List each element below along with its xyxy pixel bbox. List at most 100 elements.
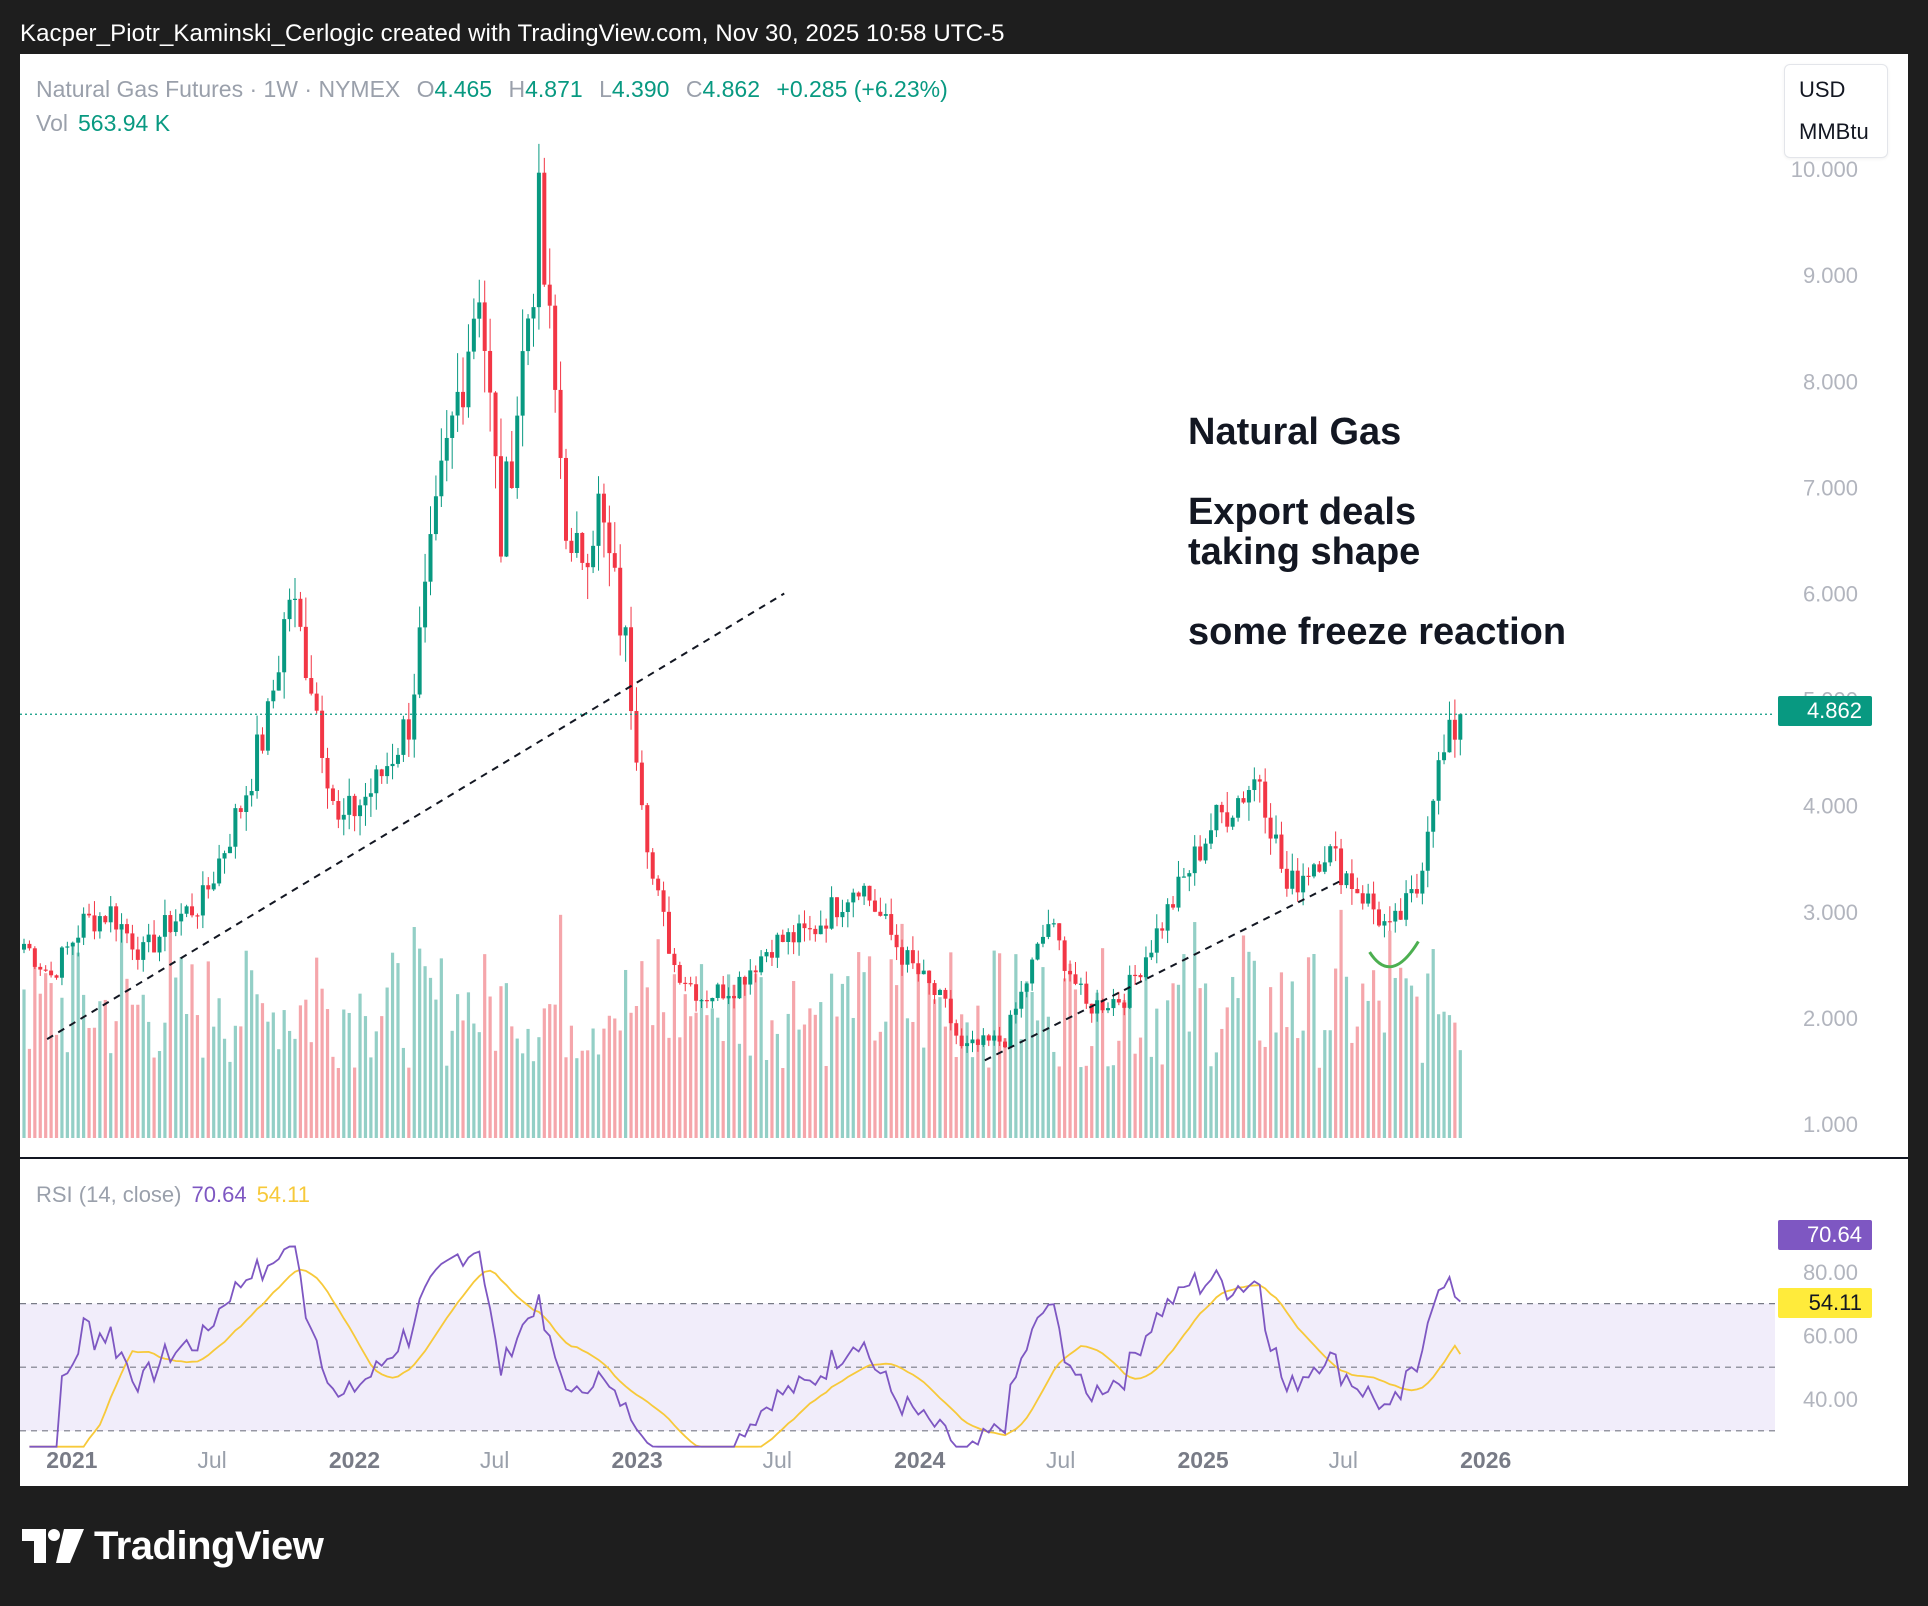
candle-body [211, 883, 216, 890]
candle-body [975, 1039, 980, 1045]
candle-body [124, 924, 129, 934]
candle-body [265, 701, 270, 751]
open-label: O [416, 76, 435, 102]
volume-label[interactable]: Vol [36, 110, 68, 136]
volume-bar [461, 1020, 465, 1138]
volume-bar [141, 994, 145, 1138]
candle-body [1008, 1014, 1013, 1048]
volume-bar [629, 1012, 633, 1138]
candle-body [824, 925, 829, 929]
volume-bar [342, 1009, 346, 1138]
currency-unit-selector[interactable]: USD MMBtu [1784, 64, 1888, 158]
candle-body [1366, 893, 1371, 904]
volume-bar [515, 1038, 519, 1138]
candle-body [564, 457, 568, 541]
volume-bar [1122, 1000, 1126, 1138]
volume-bar [1355, 1026, 1359, 1138]
candle-body [1387, 921, 1392, 923]
volume-bar [1236, 998, 1240, 1138]
candle-body [645, 805, 650, 853]
candle-body [634, 711, 639, 763]
volume-bar [1166, 1000, 1170, 1138]
volume-bar [109, 1053, 113, 1138]
volume-bar [537, 1037, 541, 1138]
candle-body [1290, 870, 1295, 889]
candle-body [504, 461, 509, 557]
symbol-title[interactable]: Natural Gas Futures · 1W · NYMEX [36, 76, 401, 102]
price-axis-tick: 1.000 [1803, 1112, 1858, 1137]
candle-body [97, 916, 102, 932]
close-value: 4.862 [702, 76, 760, 102]
candle-body [737, 976, 742, 999]
candle-body [227, 846, 232, 854]
candle-body [992, 1035, 997, 1041]
volume-bar [586, 1050, 590, 1138]
candle-body [309, 678, 314, 694]
candle-body [395, 754, 400, 764]
volume-bar [445, 1065, 449, 1138]
candle-body [639, 762, 644, 806]
chart-panel[interactable]: 1.0002.0003.0004.0005.0006.0007.0008.000… [20, 54, 1908, 1486]
chart-svg[interactable]: 1.0002.0003.0004.0005.0006.0007.0008.000… [20, 54, 1908, 1486]
candle-body [1425, 831, 1430, 871]
volume-bar [835, 1016, 839, 1138]
candle-body [352, 795, 357, 817]
volume-bar [900, 923, 904, 1138]
volume-bar [656, 939, 660, 1138]
volume-bar [808, 1008, 812, 1138]
candle-body [466, 351, 471, 408]
candle-body [1452, 719, 1457, 740]
volume-bar [781, 1067, 785, 1138]
time-axis-label: Jul [763, 1447, 792, 1473]
candle-body [1257, 779, 1262, 782]
candle-body [27, 943, 32, 949]
candle-body [1436, 760, 1441, 801]
price-axis-tick: 3.000 [1803, 900, 1858, 925]
candle-body [1349, 873, 1354, 890]
candle-body [883, 914, 888, 916]
volume-bar [672, 974, 676, 1138]
price-axis-tick: 6.000 [1803, 582, 1858, 607]
candle-body [1208, 830, 1213, 844]
candle-body [347, 795, 352, 815]
rsi-last-tag: 70.64 [1778, 1220, 1872, 1250]
candle-body [195, 915, 200, 917]
volume-bar [895, 985, 899, 1138]
candle-body [471, 318, 476, 352]
trendline-2021 [46, 592, 785, 1040]
volume-bar [233, 1025, 237, 1138]
candle-body [455, 391, 460, 416]
price-axis-tick: 9.000 [1803, 263, 1858, 288]
candle-body [1122, 1002, 1127, 1008]
candle-body [1442, 752, 1447, 761]
volume-bar [87, 1027, 91, 1138]
tradingview-logo[interactable]: TradingView [22, 1524, 324, 1568]
volume-bar [401, 1047, 405, 1138]
volume-bar [1231, 976, 1235, 1138]
rsi-label[interactable]: RSI (14, close) [36, 1182, 182, 1207]
volume-bar [1388, 930, 1392, 1138]
rsi-value: 70.64 [191, 1182, 247, 1207]
volume-bar [22, 989, 26, 1138]
candle-body [1241, 798, 1246, 803]
volume-bar [201, 1057, 205, 1138]
volume-bar [1399, 967, 1403, 1138]
candle-body [271, 690, 276, 702]
volume-bar [488, 996, 492, 1138]
candle-body [531, 307, 536, 319]
candle-body [325, 757, 330, 789]
candle-body [1447, 719, 1452, 753]
candle-body [1035, 943, 1040, 960]
volume-bar [987, 1067, 991, 1138]
candle-body [748, 970, 753, 985]
candle-body [59, 947, 64, 978]
volume-bar [862, 972, 866, 1138]
volume-bar [174, 977, 178, 1138]
candle-body [683, 982, 688, 985]
candle-body [905, 950, 910, 965]
volume-bar [1377, 1000, 1381, 1138]
candle-body [412, 694, 417, 740]
volume-bar [1014, 954, 1018, 1138]
candle-body [797, 923, 802, 943]
volume-bar [846, 976, 850, 1138]
